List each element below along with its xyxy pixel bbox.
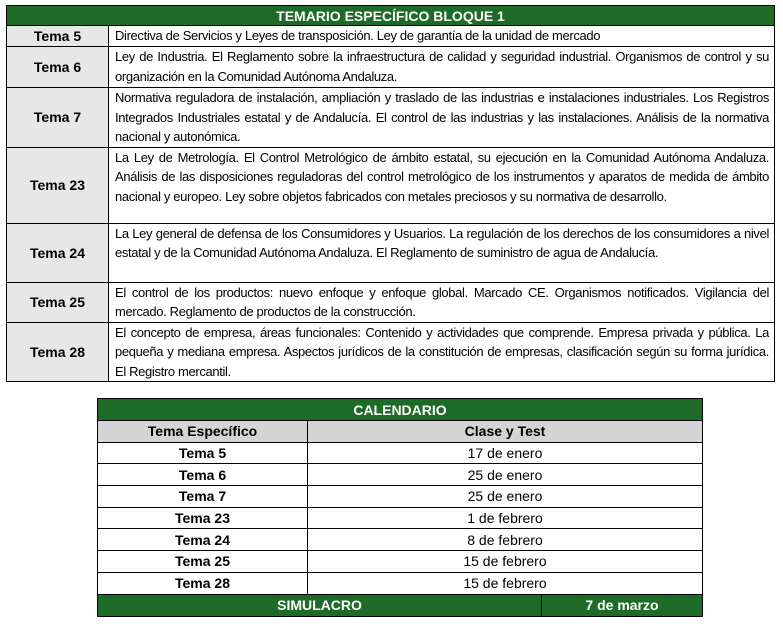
calendario-title: CALENDARIO xyxy=(97,398,703,421)
temario-title: TEMARIO ESPECÍFICO BLOQUE 1 xyxy=(6,5,775,26)
column-header-fecha: Clase y Test xyxy=(307,420,703,443)
table-row: Tema 5 Directiva de Servicios y Leyes de … xyxy=(6,25,775,47)
tema-label: Tema 28 xyxy=(97,571,308,595)
tema-description: La Ley de Metrología. El Control Metroló… xyxy=(108,146,775,224)
fecha: 17 de enero xyxy=(307,441,703,465)
fecha: 15 de febrero xyxy=(307,550,703,573)
tema-label: Tema 23 xyxy=(97,506,308,530)
tema-description: El concepto de empresa, áreas funcionale… xyxy=(108,321,775,382)
tema-description: La Ley general de defensa de los Consumi… xyxy=(108,222,775,283)
tema-description: Ley de Industria. El Reglamento sobre la… xyxy=(108,46,775,88)
tema-label: Tema 5 xyxy=(6,25,109,47)
calendario-table: CALENDARIO Tema Específico Clase y Test … xyxy=(97,398,703,617)
tema-label: Tema 23 xyxy=(6,146,109,224)
fecha: 8 de febrero xyxy=(307,528,703,552)
tema-label: Tema 28 xyxy=(6,321,109,382)
table-row: Tema 25 El control de los productos: nuev… xyxy=(6,281,775,323)
table-row: Tema 25 15 de febrero xyxy=(97,550,703,573)
tema-label: Tema 24 xyxy=(97,528,308,552)
tema-label: Tema 7 xyxy=(6,87,109,148)
table-row: Tema 7 Normativa reguladora de instalació… xyxy=(6,87,775,148)
table-row: Tema 24 8 de febrero xyxy=(97,528,703,552)
tema-label: Tema 7 xyxy=(97,485,308,508)
table-row: Tema 24 La Ley general de defensa de los … xyxy=(6,222,775,283)
tema-description: Normativa reguladora de instalación, amp… xyxy=(108,87,775,148)
tema-label: Tema 6 xyxy=(6,46,109,88)
tema-label: Tema 6 xyxy=(97,463,308,487)
table-row: Tema 28 15 de febrero xyxy=(97,571,703,595)
table-row: Tema 23 1 de febrero xyxy=(97,506,703,530)
table-row: Tema 28 El concepto de empresa, áreas fun… xyxy=(6,321,775,382)
column-header-tema: Tema Específico xyxy=(97,420,308,443)
fecha: 25 de enero xyxy=(307,485,703,508)
tema-description: Directiva de Servicios y Leyes de transp… xyxy=(108,25,775,47)
simulacro-label: SIMULACRO xyxy=(97,593,542,617)
temario-table: TEMARIO ESPECÍFICO BLOQUE 1 Tema 5 Direct… xyxy=(6,5,775,382)
fecha: 25 de enero xyxy=(307,463,703,487)
tema-label: Tema 24 xyxy=(6,222,109,283)
table-row: Tema 5 17 de enero xyxy=(97,441,703,465)
table-row: Tema 23 La Ley de Metrología. El Control … xyxy=(6,146,775,224)
tema-label: Tema 25 xyxy=(97,550,308,573)
tema-label: Tema 25 xyxy=(6,281,109,323)
fecha: 1 de febrero xyxy=(307,506,703,530)
simulacro-fecha: 7 de marzo xyxy=(541,593,703,617)
table-row: Tema 6 Ley de Industria. El Reglamento so… xyxy=(6,46,775,88)
tema-label: Tema 5 xyxy=(97,441,308,465)
table-row: Tema 6 25 de enero xyxy=(97,463,703,487)
table-row: Tema 7 25 de enero xyxy=(97,485,703,508)
fecha: 15 de febrero xyxy=(307,571,703,595)
tema-description: El control de los productos: nuevo enfoq… xyxy=(108,281,775,323)
